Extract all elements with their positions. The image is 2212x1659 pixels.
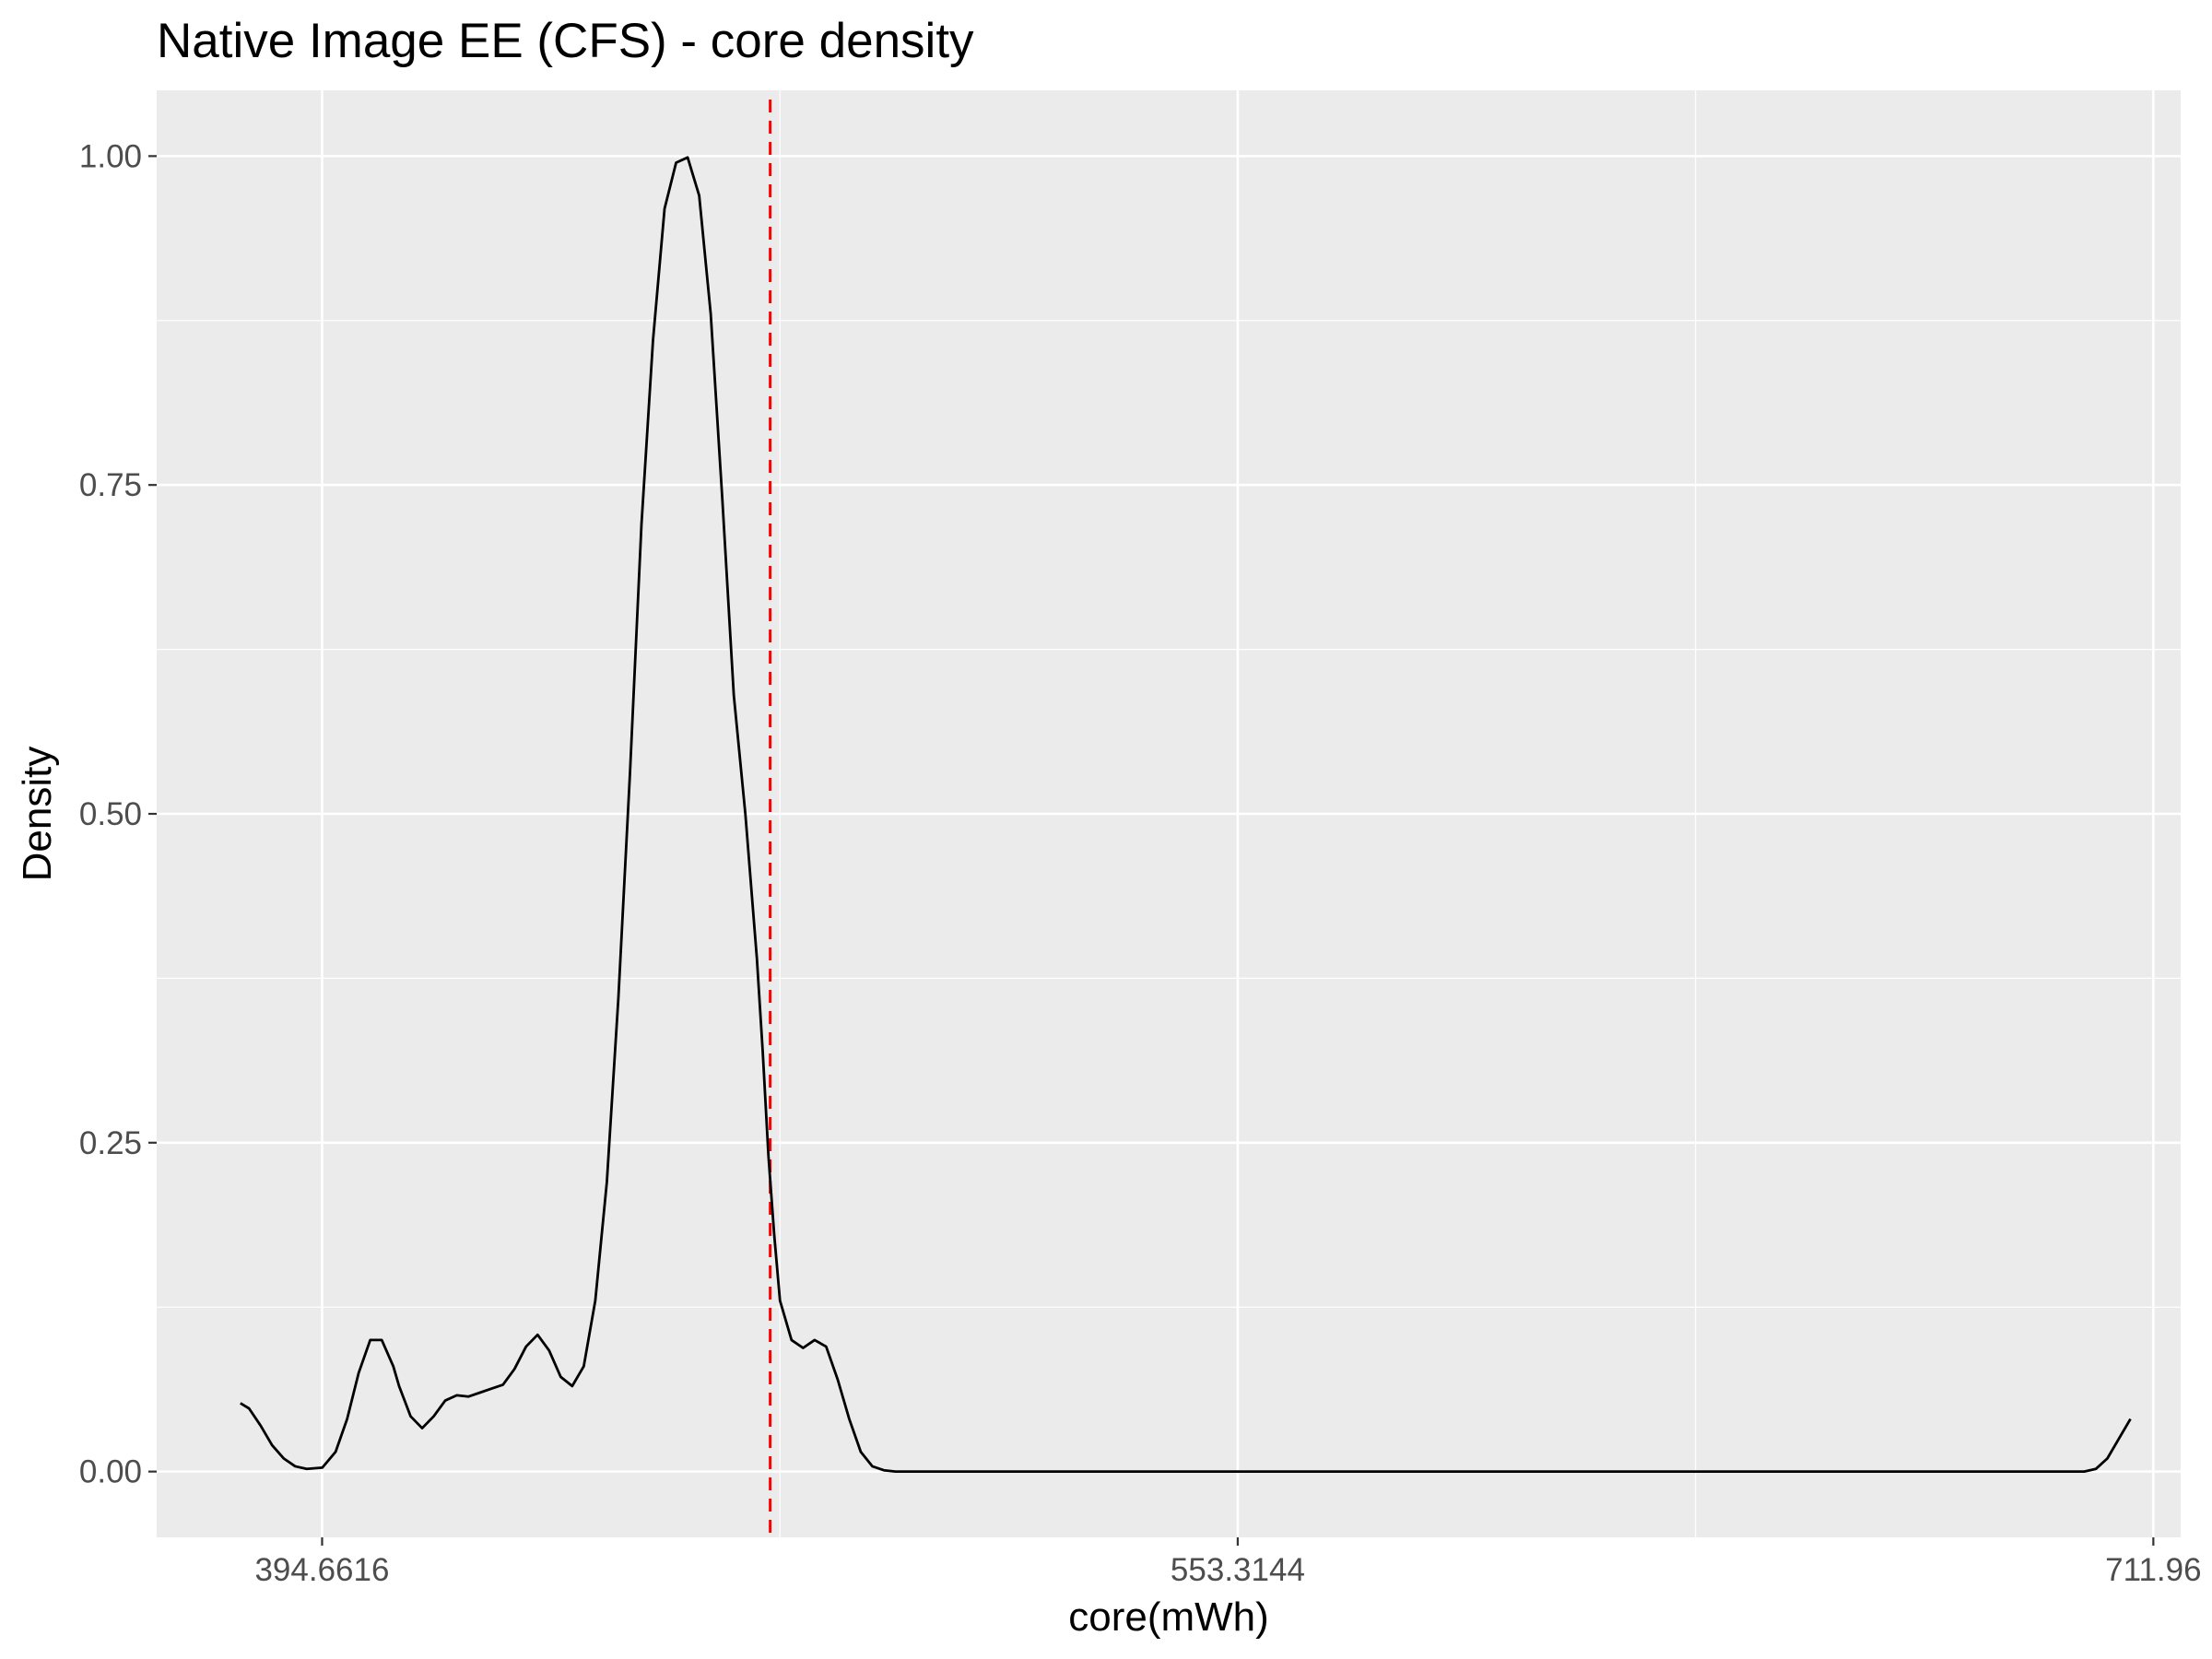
x-tick-label: 711.96 — [2105, 1552, 2201, 1588]
y-tick-label: 1.00 — [79, 138, 142, 174]
chart-title: Native Image EE (CFS) - core density — [157, 14, 974, 68]
y-tick-label: 0.50 — [79, 796, 142, 832]
y-axis-title: Density — [15, 747, 60, 882]
x-axis: 394.6616 553.3144 711.96 — [254, 1537, 2202, 1588]
x-tick-label: 553.3144 — [1171, 1552, 1305, 1588]
x-tick-label: 394.6616 — [254, 1552, 389, 1588]
density-series-group — [240, 156, 2132, 1474]
density-line — [240, 156, 2132, 1474]
y-tick-label: 0.00 — [79, 1454, 142, 1490]
y-tick-label: 0.75 — [79, 467, 142, 503]
y-tick-label: 0.25 — [79, 1125, 142, 1161]
x-axis-title: core(mWh) — [1068, 1594, 1269, 1640]
minor-gridlines — [157, 90, 2181, 1537]
y-axis: 0.00 0.25 0.50 0.75 1.00 — [79, 138, 157, 1490]
